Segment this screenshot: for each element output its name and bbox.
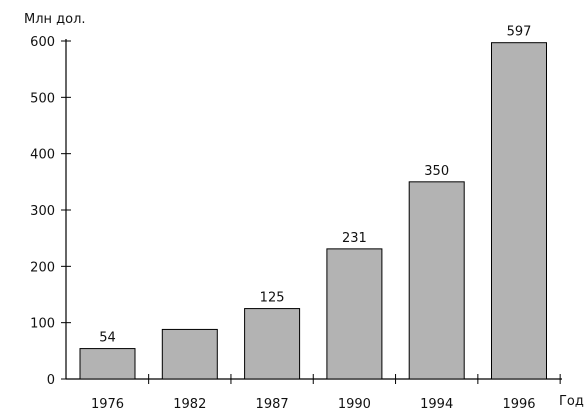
x-tick-label: 1994 bbox=[420, 397, 453, 412]
x-tick-label: 1996 bbox=[502, 397, 535, 412]
bar bbox=[79, 348, 136, 380]
bars-group bbox=[79, 42, 547, 380]
bar-value-label: 350 bbox=[424, 164, 449, 179]
y-tick-label: 400 bbox=[30, 148, 55, 163]
bar-value-label: 597 bbox=[507, 25, 532, 40]
y-tick-label: 100 bbox=[30, 317, 55, 332]
bar bbox=[161, 328, 218, 380]
y-tick-label: 200 bbox=[30, 260, 55, 275]
x-tick-label: 1990 bbox=[338, 397, 371, 412]
bar-value-label: 54 bbox=[99, 331, 116, 346]
bar bbox=[408, 181, 465, 380]
bar-value-label: 231 bbox=[342, 231, 367, 246]
x-axis-label: Год bbox=[559, 394, 584, 409]
x-tick-label: 1976 bbox=[91, 397, 124, 412]
y-tick-label: 300 bbox=[30, 204, 55, 219]
y-axis-label: Млн дол. bbox=[24, 12, 86, 27]
x-tick-label: 1987 bbox=[256, 397, 289, 412]
labels-group: 54 125 231 350 597 bbox=[99, 25, 531, 346]
y-tick-label: 0 bbox=[47, 373, 55, 388]
y-tick-label: 500 bbox=[30, 91, 55, 106]
y-tick-label: 600 bbox=[30, 35, 55, 50]
y-axis-group: 0 100 200 300 400 500 600 bbox=[30, 35, 71, 388]
bar bbox=[244, 308, 301, 380]
x-tick-label: 1982 bbox=[173, 397, 206, 412]
bar bbox=[491, 42, 547, 380]
bar bbox=[326, 248, 383, 380]
x-axis-group: 1976 1982 1987 1990 1994 1996 bbox=[66, 374, 562, 412]
bar-value-label: 125 bbox=[260, 291, 285, 306]
